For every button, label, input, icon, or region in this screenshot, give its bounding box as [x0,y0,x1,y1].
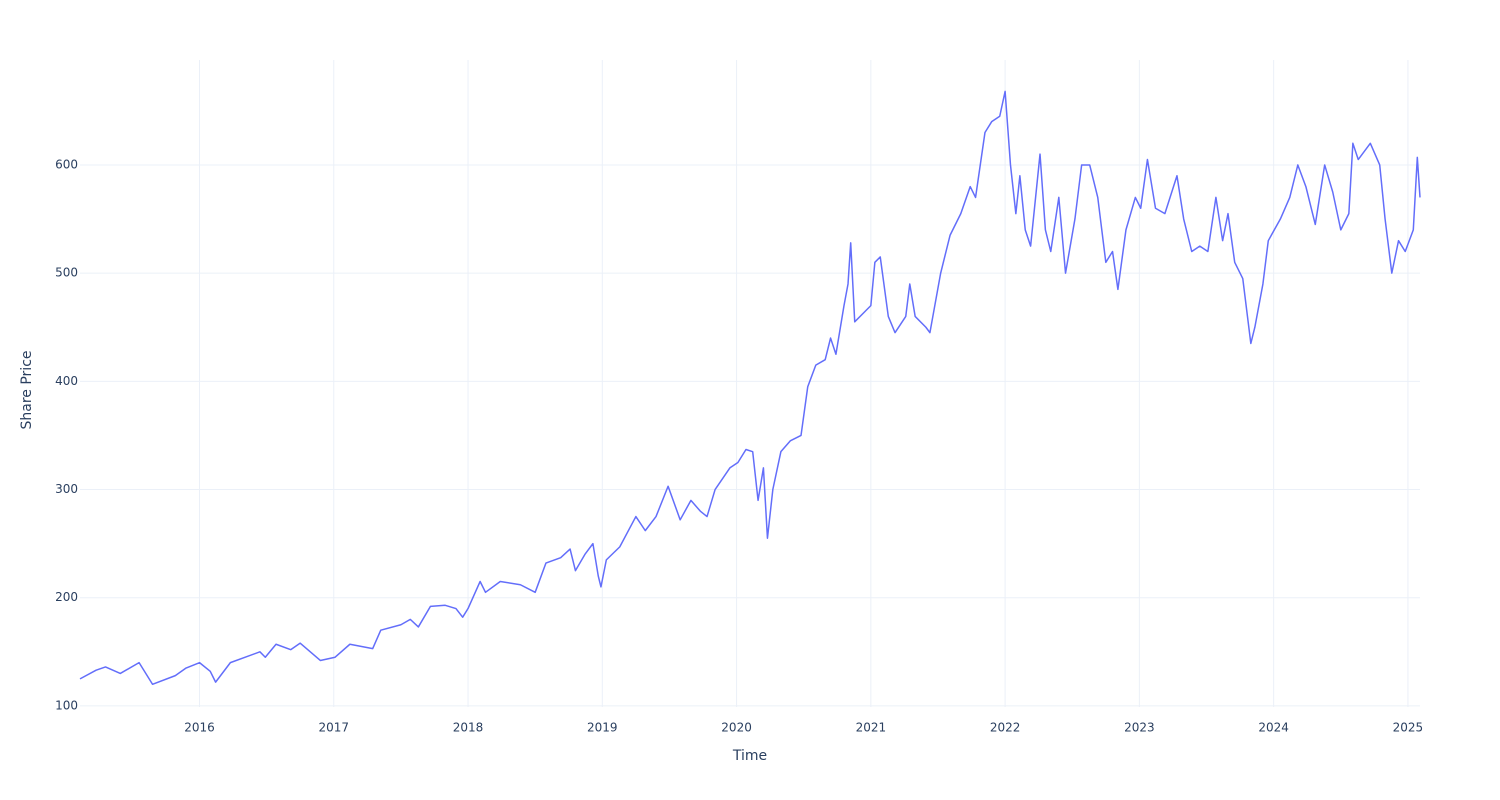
x-tick-label: 2018 [453,721,484,735]
y-tick-label: 600 [55,157,78,171]
x-tick-label: 2025 [1393,721,1424,735]
y-tick-label: 100 [55,698,78,712]
y-tick-label: 500 [55,266,78,280]
x-axis-title: Time [732,748,767,764]
x-tick-label: 2022 [990,721,1021,735]
x-tick-label: 2016 [184,721,215,735]
y-tick-label: 400 [55,374,78,388]
y-axis-title: Share Price [19,350,35,429]
y-tick-label: 200 [55,590,78,604]
price-line [79,90,1421,686]
x-tick-label: 2023 [1124,721,1155,735]
x-tick-label: 2020 [721,721,752,735]
y-tick-label: 300 [55,482,78,496]
x-tick-label: 2019 [587,721,618,735]
x-tick-label: 2024 [1258,721,1289,735]
x-tick-label: 2021 [856,721,887,735]
x-tick-label: 2017 [318,721,349,735]
